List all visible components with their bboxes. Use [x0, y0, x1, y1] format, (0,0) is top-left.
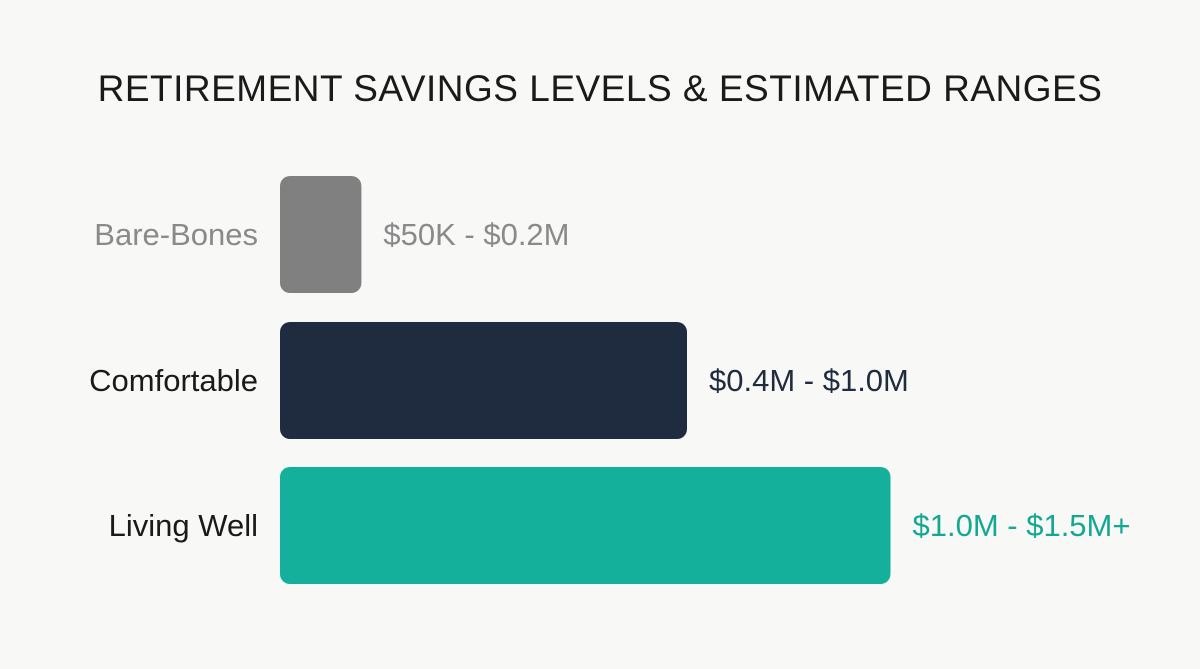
- value-label-comfortable: $0.4M - $1.0M: [709, 363, 909, 398]
- bar-bare-bones: [280, 176, 362, 293]
- category-label-living-well: Living Well: [109, 508, 258, 543]
- chart-title: RETIREMENT SAVINGS LEVELS & ESTIMATED RA…: [97, 68, 1103, 109]
- category-label-bare-bones: Bare-Bones: [94, 217, 258, 252]
- value-label-bare-bones: $50K - $0.2M: [383, 217, 569, 252]
- value-label-living-well: $1.0M - $1.5M+: [913, 508, 1131, 543]
- bar-comfortable: [280, 322, 687, 439]
- category-label-comfortable: Comfortable: [89, 363, 258, 398]
- bar-living-well: [280, 467, 891, 584]
